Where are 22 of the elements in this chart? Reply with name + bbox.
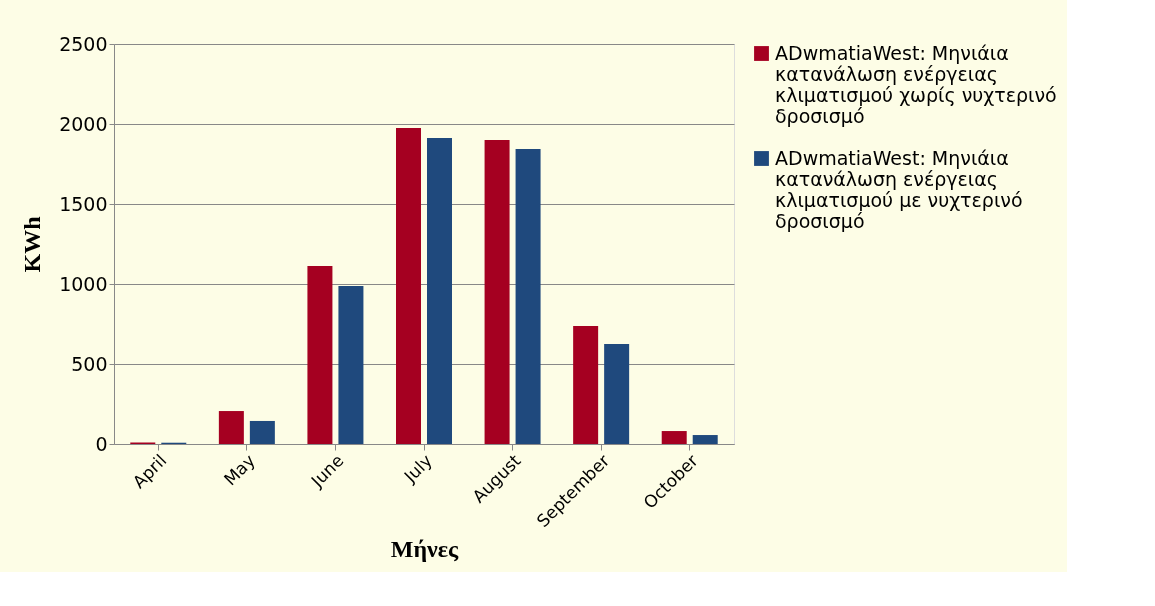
- bar: [396, 128, 421, 444]
- y-tick-label: 2000: [59, 112, 108, 135]
- bar: [661, 431, 687, 444]
- bar: [307, 266, 333, 444]
- bar: [338, 286, 364, 444]
- y-axis-title: KWh: [19, 216, 46, 273]
- bar: [692, 435, 718, 444]
- bar: [484, 140, 510, 444]
- y-tick-label: 2500: [59, 32, 108, 55]
- legend-label: ADwmatiaWest: Μηνιάια κατανάλωση ενέργειας κλιματισμού με νυχτερινό δροσισμό: [775, 146, 1023, 232]
- bar: [515, 148, 541, 444]
- y-tick-label: 500: [71, 352, 108, 375]
- legend-label: ADwmatiaWest: Μηνιάια κατανάλωση ενέργειας κλιματισμού χωρίς νυχτερινό δροσισμό: [775, 41, 1057, 127]
- y-tick-label: 1000: [59, 272, 108, 295]
- bar: [218, 411, 244, 444]
- bar: [573, 326, 599, 444]
- y-tick-label: 1500: [59, 192, 108, 215]
- x-axis-title: Μήνες: [390, 536, 460, 563]
- bar: [249, 420, 275, 444]
- bar: [427, 138, 452, 444]
- bar: [604, 344, 630, 444]
- y-tick-label: 0: [95, 432, 108, 455]
